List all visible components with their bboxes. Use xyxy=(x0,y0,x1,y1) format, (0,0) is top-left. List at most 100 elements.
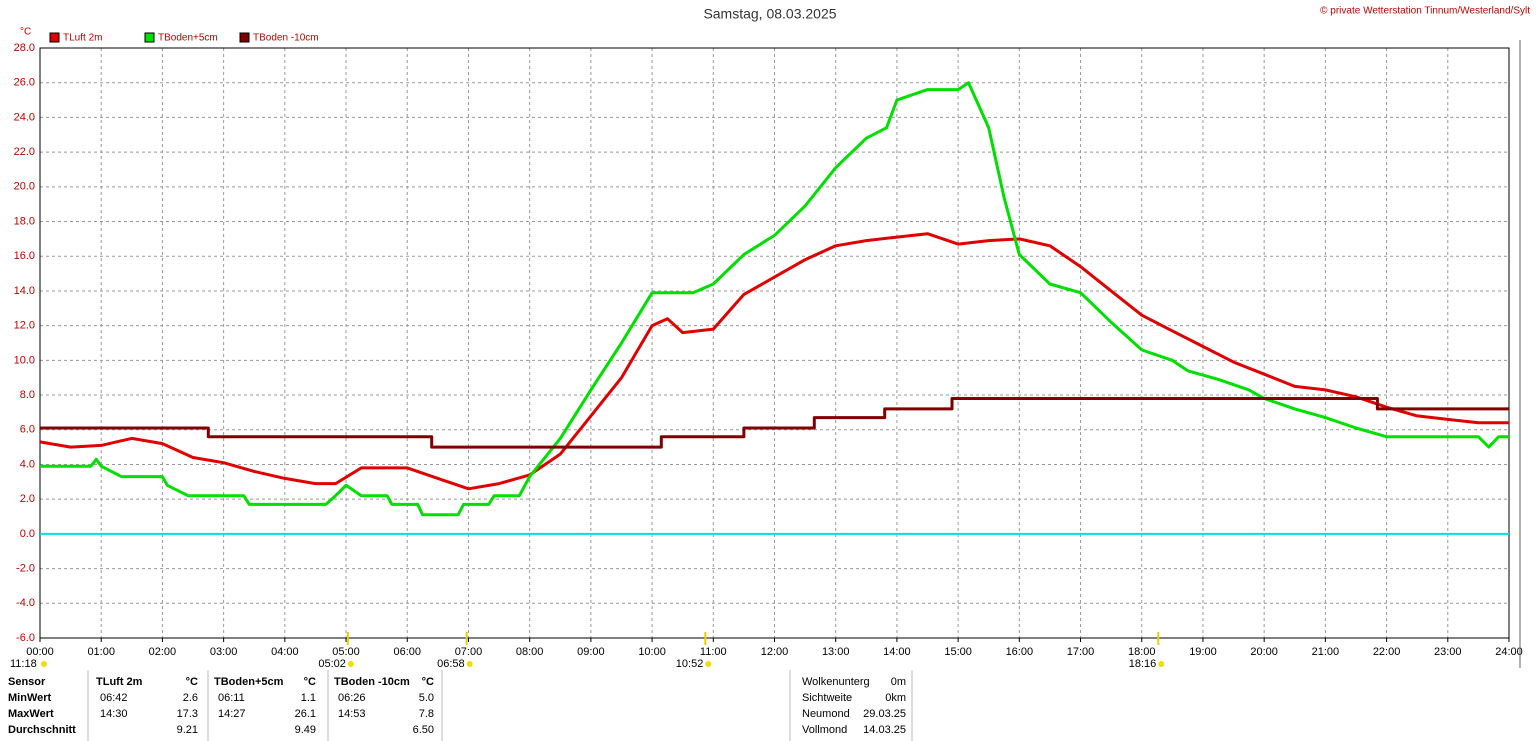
y-tick-label: 16.0 xyxy=(14,250,35,262)
y-tick-label: 6.0 xyxy=(20,424,35,436)
table-header: °C xyxy=(304,676,316,688)
astro-label: Sichtweite xyxy=(802,692,852,704)
x-tick-label: 16:00 xyxy=(1006,646,1034,658)
y-tick-label: 20.0 xyxy=(14,181,35,193)
y-tick-label: 26.0 xyxy=(14,77,35,89)
x-tick-label: 21:00 xyxy=(1312,646,1340,658)
copyright: © private Wetterstation Tinnum/Westerlan… xyxy=(1320,6,1530,17)
x-tick-label: 13:00 xyxy=(822,646,850,658)
table-header: TBoden+5cm xyxy=(214,676,284,688)
table-cell: 26.1 xyxy=(295,708,316,720)
y-tick-label: 2.0 xyxy=(20,493,35,505)
x-tick-label: 20:00 xyxy=(1250,646,1278,658)
table-cell: 2.6 xyxy=(183,692,198,704)
series-line xyxy=(40,81,1509,517)
table-cell: 1.1 xyxy=(301,692,316,704)
time-marker-label: 05:02 xyxy=(318,658,346,670)
astro-value: 29.03.25 xyxy=(863,708,906,720)
table-cell: 9.49 xyxy=(295,724,316,736)
y-tick-label: 24.0 xyxy=(14,111,35,123)
y-tick-label: 22.0 xyxy=(14,146,35,158)
row-label: Durchschnitt xyxy=(8,724,76,736)
y-tick-label: 0.0 xyxy=(20,528,35,540)
y-tick-label: 18.0 xyxy=(14,215,35,227)
x-tick-label: 14:00 xyxy=(883,646,911,658)
x-tick-label: 18:00 xyxy=(1128,646,1156,658)
x-tick-label: 02:00 xyxy=(149,646,177,658)
table-header: °C xyxy=(422,676,434,688)
table-cell: 5.0 xyxy=(419,692,434,704)
time-marker-icon xyxy=(466,661,473,667)
astro-value: 0km xyxy=(885,692,906,704)
time-marker-icon xyxy=(1158,661,1165,667)
table-header: TBoden -10cm xyxy=(334,676,410,688)
astro-value: 14.03.25 xyxy=(863,724,906,736)
table-cell: 06:42 xyxy=(100,692,128,704)
y-tick-label: -4.0 xyxy=(16,597,35,609)
time-marker-icon xyxy=(347,661,354,667)
legend-swatch xyxy=(144,32,155,43)
astro-label: Vollmond xyxy=(802,724,847,736)
astro-label: Wolkenunterg xyxy=(802,676,870,688)
table-cell: 7.8 xyxy=(419,708,434,720)
plot-frame xyxy=(39,47,1510,639)
stats-table: Sensor TLuft 2m °C TBoden+5cm °C TBoden -10cm… xyxy=(8,670,913,741)
x-tick-label: 15:00 xyxy=(944,646,972,658)
legend-label: TBoden -10cm xyxy=(253,33,319,44)
y-tick-label: -6.0 xyxy=(16,632,35,644)
legend-label: TBoden+5cm xyxy=(158,33,218,44)
table-cell: 06:26 xyxy=(338,692,366,704)
left-marker-label: 11:18 xyxy=(10,658,37,670)
table-cell: 14:27 xyxy=(218,708,246,720)
series-line xyxy=(39,232,1509,491)
y-tick-label: 10.0 xyxy=(14,354,35,366)
x-tick-label: 01:00 xyxy=(87,646,115,658)
row-label: MaxWert xyxy=(8,708,54,720)
y-tick-label: 28.0 xyxy=(14,42,35,54)
x-tick-label: 23:00 xyxy=(1434,646,1462,658)
x-tick-label: 04:00 xyxy=(271,646,299,658)
time-marker-label: 10:52 xyxy=(676,658,704,670)
legend-label: TLuft 2m xyxy=(63,33,102,44)
table-cell: 14:53 xyxy=(338,708,366,720)
table-cell: 14:30 xyxy=(100,708,128,720)
legend-swatch xyxy=(239,32,250,43)
y-tick-label: 12.0 xyxy=(14,320,35,332)
x-tick-label: 24:00 xyxy=(1495,646,1523,658)
left-marker-icon xyxy=(41,661,47,667)
chart-title: Samstag, 08.03.2025 xyxy=(703,6,836,22)
y-tick-label: 8.0 xyxy=(20,389,35,401)
y-tick-label: -2.0 xyxy=(16,562,35,574)
y-tick-label: 14.0 xyxy=(14,285,35,297)
y-tick-label: 4.0 xyxy=(20,458,35,470)
x-tick-label: 00:00 xyxy=(26,646,54,658)
table-cell: 06:11 xyxy=(218,692,245,704)
table-cell: 17.3 xyxy=(177,708,198,720)
x-tick-label: 07:00 xyxy=(455,646,483,658)
table-header: TLuft 2m xyxy=(96,676,143,688)
time-marker-label: 18:16 xyxy=(1129,658,1157,670)
x-tick-label: 12:00 xyxy=(761,646,789,658)
x-tick-label: 17:00 xyxy=(1067,646,1095,658)
table-header: Sensor xyxy=(8,676,46,688)
time-marker-label: 06:58 xyxy=(437,658,465,670)
x-tick-label: 10:00 xyxy=(638,646,666,658)
x-tick-label: 06:00 xyxy=(393,646,421,658)
row-label: MinWert xyxy=(8,692,52,704)
x-tick-label: 09:00 xyxy=(577,646,605,658)
x-tick-label: 03:00 xyxy=(210,646,238,658)
legend-swatch xyxy=(49,32,60,43)
y-unit: °C xyxy=(20,27,31,38)
x-tick-label: 11:00 xyxy=(700,646,727,658)
astro-value: 0m xyxy=(891,676,906,688)
table-cell: 9.21 xyxy=(177,724,198,736)
x-tick-label: 08:00 xyxy=(516,646,544,658)
x-tick-label: 05:00 xyxy=(332,646,360,658)
time-marker-icon xyxy=(705,661,712,667)
x-tick-label: 19:00 xyxy=(1189,646,1217,658)
table-cell: 6.50 xyxy=(413,724,434,736)
x-tick-label: 22:00 xyxy=(1373,646,1401,658)
astro-label: Neumond xyxy=(802,708,850,720)
